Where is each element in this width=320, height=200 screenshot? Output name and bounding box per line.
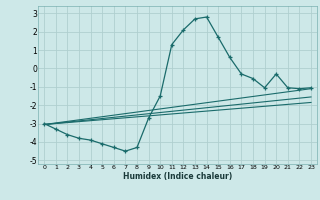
X-axis label: Humidex (Indice chaleur): Humidex (Indice chaleur): [123, 172, 232, 181]
